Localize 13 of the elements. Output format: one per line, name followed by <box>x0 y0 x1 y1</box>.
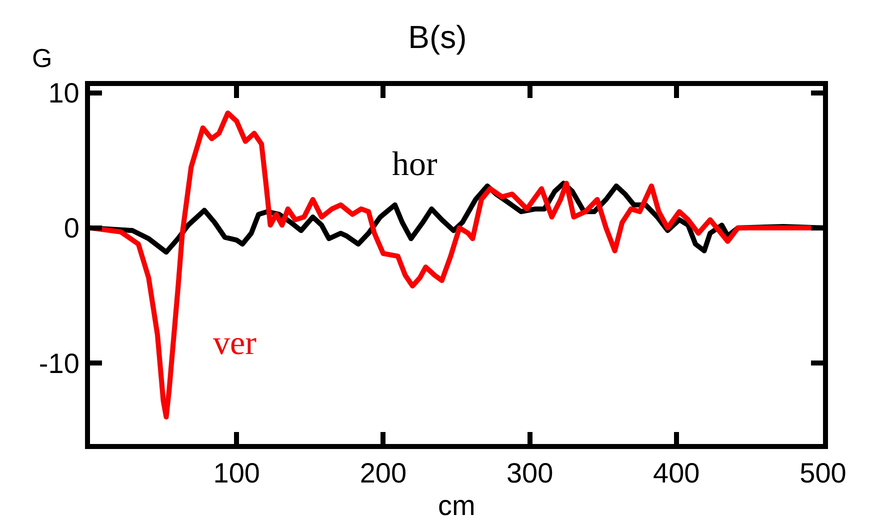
x-axis-title: cm <box>438 490 476 521</box>
x-tick-label: 300 <box>506 458 554 489</box>
y-tick-label: 0 <box>64 212 80 244</box>
x-tick-label: 400 <box>653 458 700 489</box>
y-tick-label: -10 <box>38 348 80 379</box>
chart-title: B(s) <box>408 18 467 55</box>
x-tick-label: 500 <box>800 458 846 489</box>
y-tick-label: 10 <box>48 78 80 109</box>
x-tick-label: 200 <box>360 458 407 489</box>
y-axis-title: G <box>32 43 52 73</box>
series-label: ver <box>213 325 258 362</box>
x-tick-label: 100 <box>213 458 260 489</box>
series-label: hor <box>392 146 438 183</box>
